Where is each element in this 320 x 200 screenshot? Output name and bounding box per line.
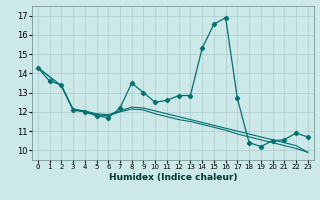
X-axis label: Humidex (Indice chaleur): Humidex (Indice chaleur) bbox=[108, 173, 237, 182]
